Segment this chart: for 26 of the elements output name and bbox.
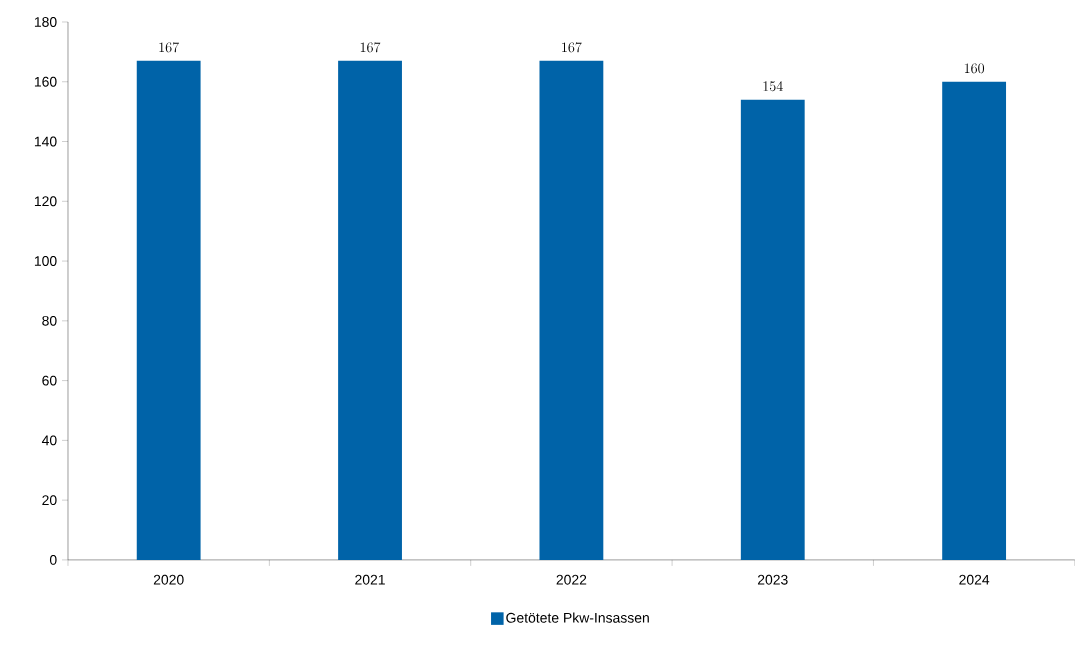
x-tick-label: 2020 bbox=[153, 574, 184, 585]
y-tick-label: 0 bbox=[49, 555, 57, 565]
bar bbox=[539, 60, 604, 560]
y-tick-label: 180 bbox=[34, 17, 57, 27]
bar bbox=[136, 60, 201, 560]
y-tick-label: 80 bbox=[42, 315, 57, 326]
x-tick-label: 2023 bbox=[757, 574, 788, 585]
y-tick-label: 40 bbox=[41, 435, 57, 446]
legend-label: Getötete Pkw-Insassen bbox=[506, 612, 649, 623]
y-tick-label: 100 bbox=[34, 256, 57, 267]
x-tick-label: 2021 bbox=[355, 574, 385, 585]
bar bbox=[942, 81, 1007, 560]
x-tick-label: 2024 bbox=[959, 574, 990, 585]
bar bbox=[740, 99, 805, 560]
y-tick-label: 60 bbox=[42, 375, 57, 386]
x-tick-label: 2022 bbox=[556, 574, 587, 585]
data-label: 167 bbox=[562, 42, 582, 53]
y-tick-label: 140 bbox=[34, 136, 57, 147]
y-tick-label: 120 bbox=[34, 196, 57, 207]
data-label: 154 bbox=[763, 81, 783, 92]
bar bbox=[338, 60, 402, 560]
data-label: 160 bbox=[964, 63, 985, 74]
y-tick-label: 20 bbox=[42, 495, 57, 506]
data-label: 167 bbox=[159, 42, 179, 53]
y-tick-label: 160 bbox=[34, 76, 57, 87]
data-label: 167 bbox=[360, 42, 381, 53]
